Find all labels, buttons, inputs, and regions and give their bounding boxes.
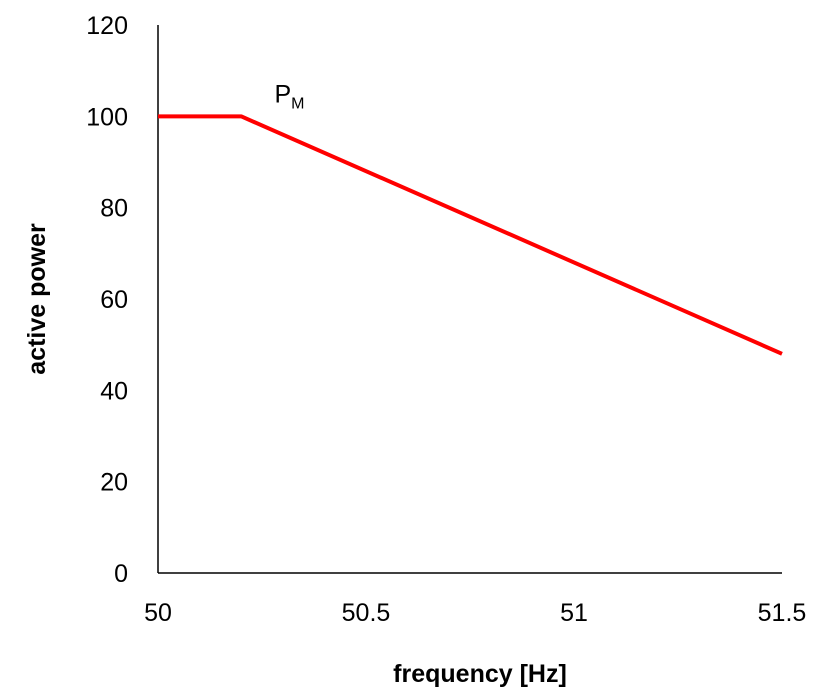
y-tick-labels: 0 20 40 60 80 100 120 [86, 12, 128, 588]
series-layer [158, 114, 783, 356]
x-axis-title: frequency [Hz] [393, 660, 567, 688]
x-tick-label: 50.5 [342, 599, 391, 627]
series-line [158, 114, 783, 356]
y-tick-label: 0 [114, 560, 128, 588]
pm-annotation: PM [274, 81, 304, 113]
x-tick-label: 50 [144, 599, 172, 627]
y-axis-title: active power [23, 223, 51, 375]
y-tick-label: 20 [100, 469, 128, 497]
y-tick-label: 40 [100, 377, 128, 405]
x-tick-label: 51.5 [758, 599, 807, 627]
y-tick-label: 120 [86, 12, 128, 40]
annotation-layer: PM [274, 81, 304, 113]
pm-annotation-subscript: M [291, 96, 304, 113]
y-tick-label: 60 [100, 286, 128, 314]
pm-annotation-main: P [274, 81, 291, 109]
y-tick-label: 80 [100, 195, 128, 223]
axes [157, 25, 782, 574]
x-tick-labels: 50 50.5 51 51.5 [144, 599, 806, 627]
x-tick-label: 51 [560, 599, 588, 627]
y-tick-label: 100 [86, 103, 128, 131]
